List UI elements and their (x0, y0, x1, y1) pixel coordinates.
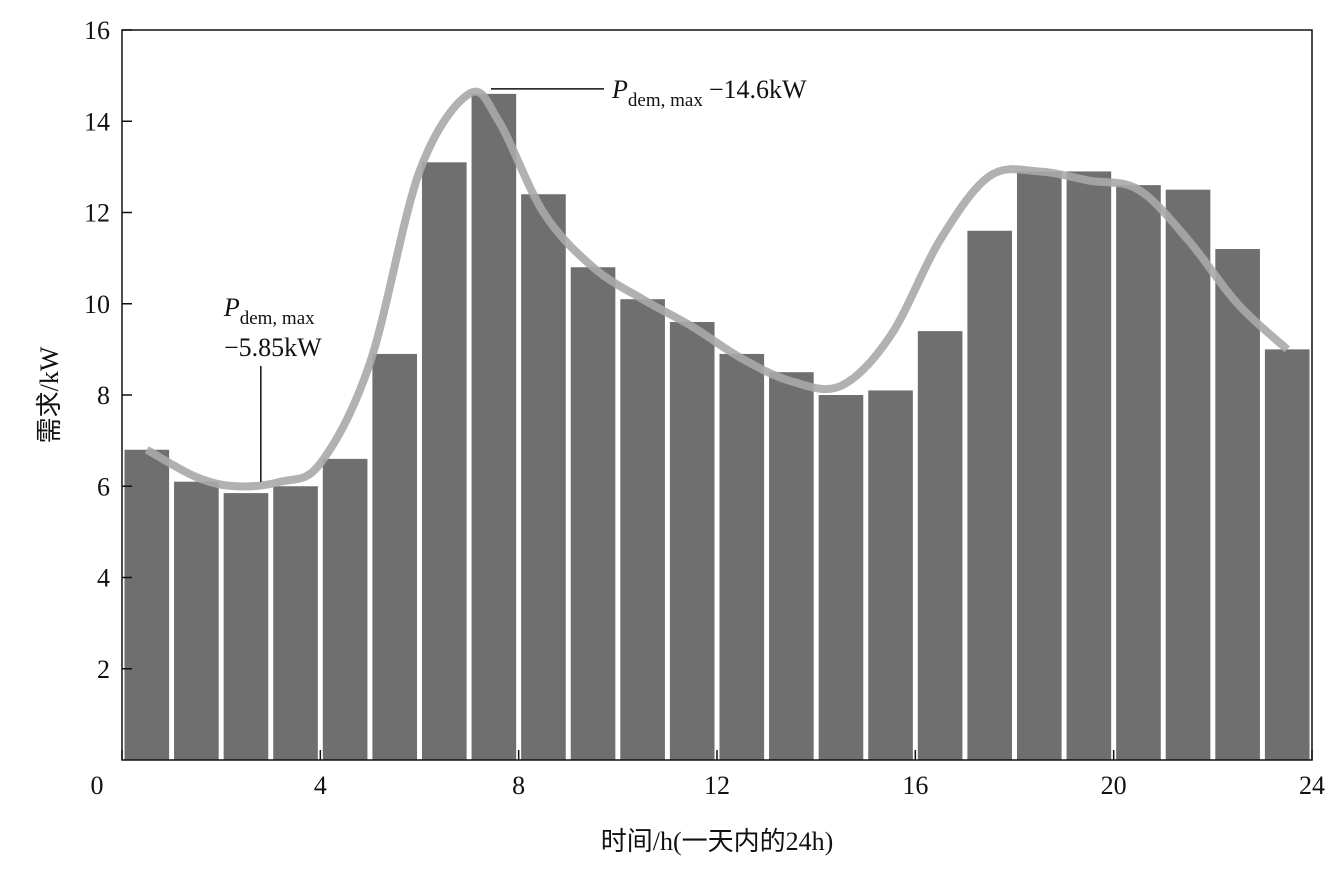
bar-hour-23 (1264, 349, 1310, 760)
y-tick-label: 8 (97, 381, 110, 410)
x-tick-label: 12 (704, 771, 730, 800)
x-tick-label: 4 (314, 771, 327, 800)
y-tick-label: 2 (97, 655, 110, 684)
bar-hour-18 (1016, 171, 1062, 760)
bar-hour-0 (124, 449, 170, 760)
annotation-low-value: −5.85kW (224, 333, 322, 362)
x-tick-label: 8 (512, 771, 525, 800)
annotation-peak-subscript: dem, max (628, 90, 703, 111)
bar-hour-22 (1215, 249, 1260, 760)
annotation-low-label: Pdem, max (223, 293, 315, 329)
bar-hour-19 (1066, 171, 1112, 760)
y-tick-label: 16 (84, 16, 110, 45)
bar-hour-20 (1116, 185, 1161, 760)
annotation-low-subscript: dem, max (240, 308, 315, 329)
demand-curve-line (144, 87, 1290, 491)
bar-hour-3 (273, 486, 318, 760)
bar-hour-17 (967, 230, 1013, 760)
bar-hour-12 (719, 353, 765, 760)
y-tick-label: 6 (97, 472, 110, 501)
bar-hour-6 (421, 162, 467, 760)
bar-hour-5 (372, 353, 418, 760)
bar-hour-11 (669, 322, 715, 760)
y-tick-label: 10 (84, 290, 110, 319)
bar-hour-10 (620, 299, 665, 760)
x-tick-label: 16 (902, 771, 928, 800)
y-axis-ticks: 2 4 6 8 10 12 14 16 (84, 16, 132, 684)
annotation-peak-value: −14.6kW (709, 75, 807, 104)
x-tick-label: 24 (1299, 771, 1325, 800)
bar-hour-14 (818, 395, 864, 760)
annotation-peak-symbol: P (611, 75, 628, 104)
y-axis-title: 需求/kW (35, 346, 64, 443)
bar-hour-7 (471, 93, 517, 760)
bar-hour-16 (917, 331, 963, 760)
annotation-low-demand: Pdem, max −5.85kW (223, 293, 322, 482)
bar-hour-1 (174, 481, 219, 760)
y-tick-label: 12 (84, 199, 110, 228)
annotation-peak-demand: Pdem, max −14.6kW (491, 75, 807, 111)
bar-hour-21 (1165, 189, 1211, 760)
bar-hour-8 (521, 194, 566, 760)
bar-hour-2 (223, 493, 269, 760)
x-axis-ticks: 0 4 8 12 16 20 24 (91, 750, 1325, 800)
y-tick-label: 14 (84, 107, 110, 136)
bar-hour-4 (322, 458, 368, 760)
x-tick-label: 0 (91, 771, 104, 800)
bar-hour-9 (570, 267, 616, 760)
y-tick-label: 4 (97, 564, 110, 593)
annotation-peak-label: Pdem, max −14.6kW (611, 75, 807, 111)
annotation-low-symbol: P (223, 293, 240, 322)
bar-series (124, 93, 1310, 760)
x-tick-label: 20 (1101, 771, 1127, 800)
x-axis-title: 时间/h(一天内的24h) (601, 827, 834, 856)
bar-hour-15 (868, 390, 913, 760)
bar-hour-13 (769, 372, 814, 760)
